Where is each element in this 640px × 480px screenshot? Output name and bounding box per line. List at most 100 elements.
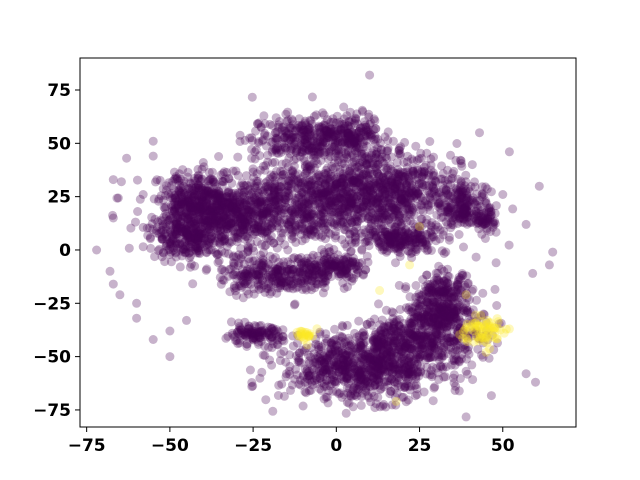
- data-point: [235, 222, 245, 232]
- data-point: [304, 177, 314, 187]
- data-point: [228, 201, 238, 211]
- data-point: [366, 186, 376, 196]
- data-point: [368, 190, 378, 200]
- data-point: [421, 369, 431, 379]
- data-point: [378, 242, 387, 252]
- data-point: [265, 251, 275, 261]
- data-point: [220, 234, 230, 244]
- data-point: [297, 188, 306, 198]
- data-point: [346, 197, 355, 207]
- data-point: [389, 210, 399, 220]
- data-point: [393, 219, 402, 229]
- data-point: [243, 241, 253, 251]
- data-point: [305, 162, 315, 171]
- data-point: [200, 189, 210, 199]
- data-point: [302, 159, 312, 169]
- data-point: [381, 189, 391, 199]
- data-point: [350, 163, 360, 173]
- data-point: [416, 214, 426, 224]
- data-point: [343, 147, 353, 157]
- data-point: [338, 365, 348, 375]
- data-point: [204, 225, 214, 235]
- data-point: [215, 205, 225, 214]
- data-point: [265, 174, 275, 184]
- data-point: [454, 230, 464, 239]
- data-point: [258, 350, 268, 360]
- data-point: [350, 228, 360, 238]
- data-point: [233, 204, 243, 214]
- data-point: [366, 198, 376, 208]
- data-point: [212, 216, 222, 226]
- data-point: [433, 198, 443, 208]
- data-point: [194, 210, 204, 220]
- data-point: [356, 164, 366, 174]
- data-point: [395, 167, 405, 177]
- data-point: [299, 257, 309, 267]
- data-point: [258, 206, 268, 216]
- data-point: [242, 231, 252, 241]
- data-point: [351, 237, 361, 247]
- data-point: [257, 215, 267, 225]
- data-point: [242, 222, 252, 231]
- data-point: [490, 284, 500, 294]
- data-point: [341, 222, 351, 232]
- data-point: [229, 198, 239, 208]
- data-point: [336, 211, 346, 220]
- data-point: [270, 187, 280, 197]
- data-point: [293, 184, 303, 193]
- data-point: [266, 236, 276, 245]
- data-point: [345, 166, 355, 176]
- data-point: [291, 237, 301, 247]
- data-point: [237, 206, 247, 216]
- data-point: [157, 216, 167, 226]
- data-point: [233, 209, 243, 219]
- data-point: [195, 207, 205, 217]
- data-point: [210, 193, 220, 203]
- data-point: [257, 211, 267, 220]
- data-point: [244, 205, 254, 215]
- data-point: [259, 209, 269, 219]
- data-point: [263, 157, 273, 167]
- data-point: [193, 236, 203, 245]
- data-point: [263, 225, 273, 235]
- data-point: [217, 203, 227, 213]
- data-point: [372, 168, 382, 178]
- data-point: [206, 203, 216, 213]
- data-point: [213, 213, 222, 223]
- data-point: [242, 180, 252, 190]
- data-point: [238, 214, 248, 224]
- data-point: [261, 233, 271, 243]
- data-point: [297, 188, 307, 197]
- data-point: [314, 188, 324, 198]
- data-point: [456, 178, 466, 188]
- data-point: [278, 170, 288, 180]
- data-point: [417, 171, 427, 181]
- data-point: [338, 169, 348, 179]
- data-point: [433, 188, 443, 198]
- data-point: [240, 221, 250, 230]
- data-point: [216, 195, 226, 205]
- data-point: [283, 186, 293, 195]
- data-point: [270, 200, 280, 210]
- data-point: [286, 183, 296, 193]
- data-point: [293, 253, 303, 263]
- data-point: [253, 186, 263, 196]
- data-point: [356, 214, 366, 224]
- data-point: [270, 128, 280, 138]
- data-point: [224, 236, 234, 246]
- data-point: [267, 360, 277, 370]
- data-point: [252, 214, 262, 224]
- data-point: [347, 218, 357, 228]
- data-point: [316, 232, 326, 242]
- data-point: [338, 174, 348, 184]
- data-point: [416, 192, 426, 202]
- data-point: [204, 194, 214, 204]
- data-point: [217, 232, 227, 242]
- data-point: [227, 203, 237, 213]
- data-point: [389, 204, 399, 214]
- data-point: [390, 204, 400, 214]
- data-point: [387, 181, 397, 191]
- data-point: [224, 174, 234, 184]
- data-point: [281, 109, 291, 119]
- data-point: [242, 214, 252, 224]
